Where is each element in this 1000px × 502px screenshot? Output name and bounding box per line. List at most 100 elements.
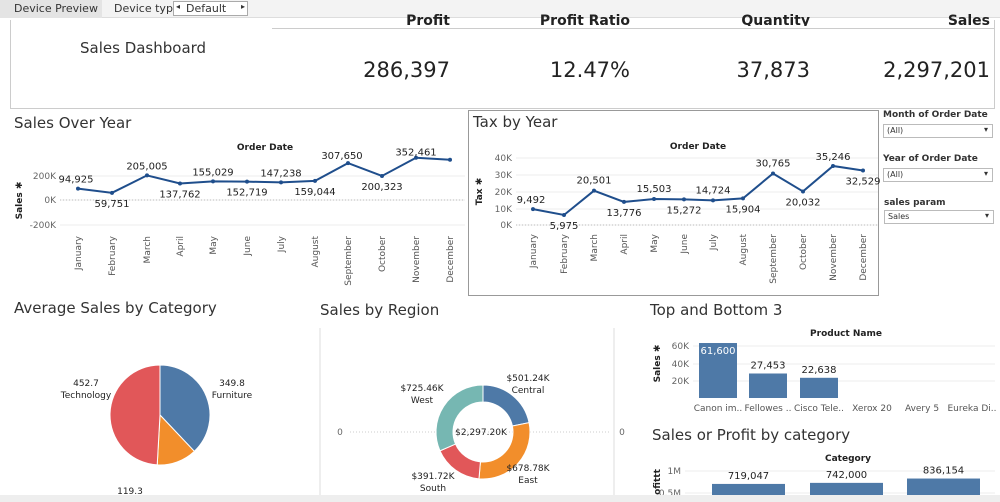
y-tick-label: 30K [495,171,513,181]
y-tick-label: 200K [33,172,57,182]
x-tick-label: Cisco Tele.. [794,404,844,414]
bar [800,377,838,398]
data-label: 137,762 [159,189,200,200]
slice-name-label: Furniture [212,391,253,401]
y-tick-label: -200K [30,221,57,231]
x-tick-label: February [108,235,118,276]
filter-sales-param-select[interactable]: Sales ▾ [884,210,994,224]
y-axis-title: Sales ✱ [653,345,663,383]
data-label: 5,975 [550,221,579,232]
slice-value-label: 119.3 [117,487,143,497]
kpi-profit-ratio-label: Profit Ratio [539,14,630,26]
x-tick-label: Xerox 20 [852,404,892,414]
arrow-right-icon[interactable]: ▸ [240,2,245,11]
arrow-left-icon[interactable]: ◂ [176,2,181,11]
x-tick-label: March [590,234,600,261]
pie-slice [159,364,211,453]
tax-panel-border [468,110,879,296]
sales-over-year-title: Sales Over Year [14,114,132,132]
donut-center-label: $2,297.20K [455,428,508,438]
series-line [532,164,864,217]
x-tick-label: September [344,236,354,286]
data-label: 15,503 [637,184,672,195]
data-point [245,179,249,184]
data-point [801,189,805,194]
data-label: 32,529 [846,177,881,188]
filter-month-select[interactable]: (All) ▾ [883,124,993,138]
data-label: 30,765 [756,158,791,169]
data-point [178,181,182,186]
slice-value-label: $501.24K [506,374,550,384]
x-tick-label: July [709,233,719,251]
x-tick-label: April [176,236,186,257]
kpi-panel [10,20,995,109]
data-point [652,197,656,202]
data-label: 35,246 [816,152,851,163]
filter-year-select[interactable]: (All) ▾ [883,168,993,182]
dashboard-title: Sales Dashboard [80,39,207,57]
dropdown-arrow-icon: ▾ [983,125,988,134]
data-point [711,198,715,203]
x-tick-label: June [243,236,253,257]
dropdown-arrow-icon: ▾ [983,169,988,178]
filter-year: Year of Order Date (All) ▾ [883,154,993,182]
data-point [448,157,452,162]
slice-name-label: Technology [60,391,112,401]
filter-sales-param: sales param Sales ▾ [884,198,994,224]
x-tick-label: May [209,235,219,254]
data-label: 14,724 [696,185,731,196]
y-axis-title: Sales ✱ [15,182,25,220]
data-label: 159,044 [294,187,335,198]
x-tick-label: January [529,233,539,269]
slice-value-label: $678.78K [506,464,550,474]
kpi-quantity-label: Quantity [741,14,810,26]
y-tick-label: 1M [668,467,682,477]
bar-label: 27,453 [751,360,786,371]
bar-label: 719,047 [728,471,769,482]
filter-month-value: (All) [887,126,904,135]
data-point [145,173,149,178]
kpi-quantity-value: 37,873 [736,58,810,82]
x-tick-label: January [74,235,84,271]
pie-slice [109,364,161,466]
tab-device-preview[interactable]: Device Preview [0,0,102,18]
x-tick-label: July [277,235,287,253]
device-type-value: Default [186,2,227,15]
filter-sales-param-value: Sales [888,212,910,221]
data-label: 9,492 [517,195,546,206]
data-label: 20,032 [786,197,821,208]
data-point [211,179,215,184]
data-point [592,188,596,193]
y-tick-label: 0 [337,428,343,438]
data-label: 59,751 [95,199,130,210]
top-bottom-title: Top and Bottom 3 [650,301,783,319]
device-type-select[interactable]: ◂ Default ▸ [173,1,248,16]
bottom-scrollbar [0,495,1000,502]
x-tick-label: August [311,236,321,268]
data-point [861,168,865,173]
kpi-profit-label: Profit [406,14,450,26]
data-point [110,190,114,195]
y-tick-label: 40K [495,154,513,164]
data-label: 307,650 [321,151,362,162]
dropdown-arrow-icon: ▾ [984,211,989,220]
top-toolbar: Device Preview Device type ◂ Default ▸ [0,0,1000,18]
slice-name-label: South [420,484,446,494]
kpi-profit-value: 286,397 [363,58,450,82]
x-tick-label: December [859,234,869,281]
filter-sales-param-label: sales param [884,198,946,208]
data-point [279,180,283,185]
x-axis-title: Order Date [237,143,293,153]
data-label: 147,238 [260,168,301,179]
sales-profit-title: Sales or Profit by category [652,426,851,444]
x-tick-label: November [829,234,839,281]
bar-label: 22,638 [802,365,837,376]
sales-by-region-title: Sales by Region [320,301,440,319]
bar-label: 836,154 [923,466,964,477]
data-point [831,163,835,168]
x-axis-title: Category [825,454,871,464]
filter-month-label: Month of Order Date [883,110,988,120]
kpi-profit-ratio-value: 12.47% [549,58,630,82]
slice-value-label: $725.46K [400,384,444,394]
